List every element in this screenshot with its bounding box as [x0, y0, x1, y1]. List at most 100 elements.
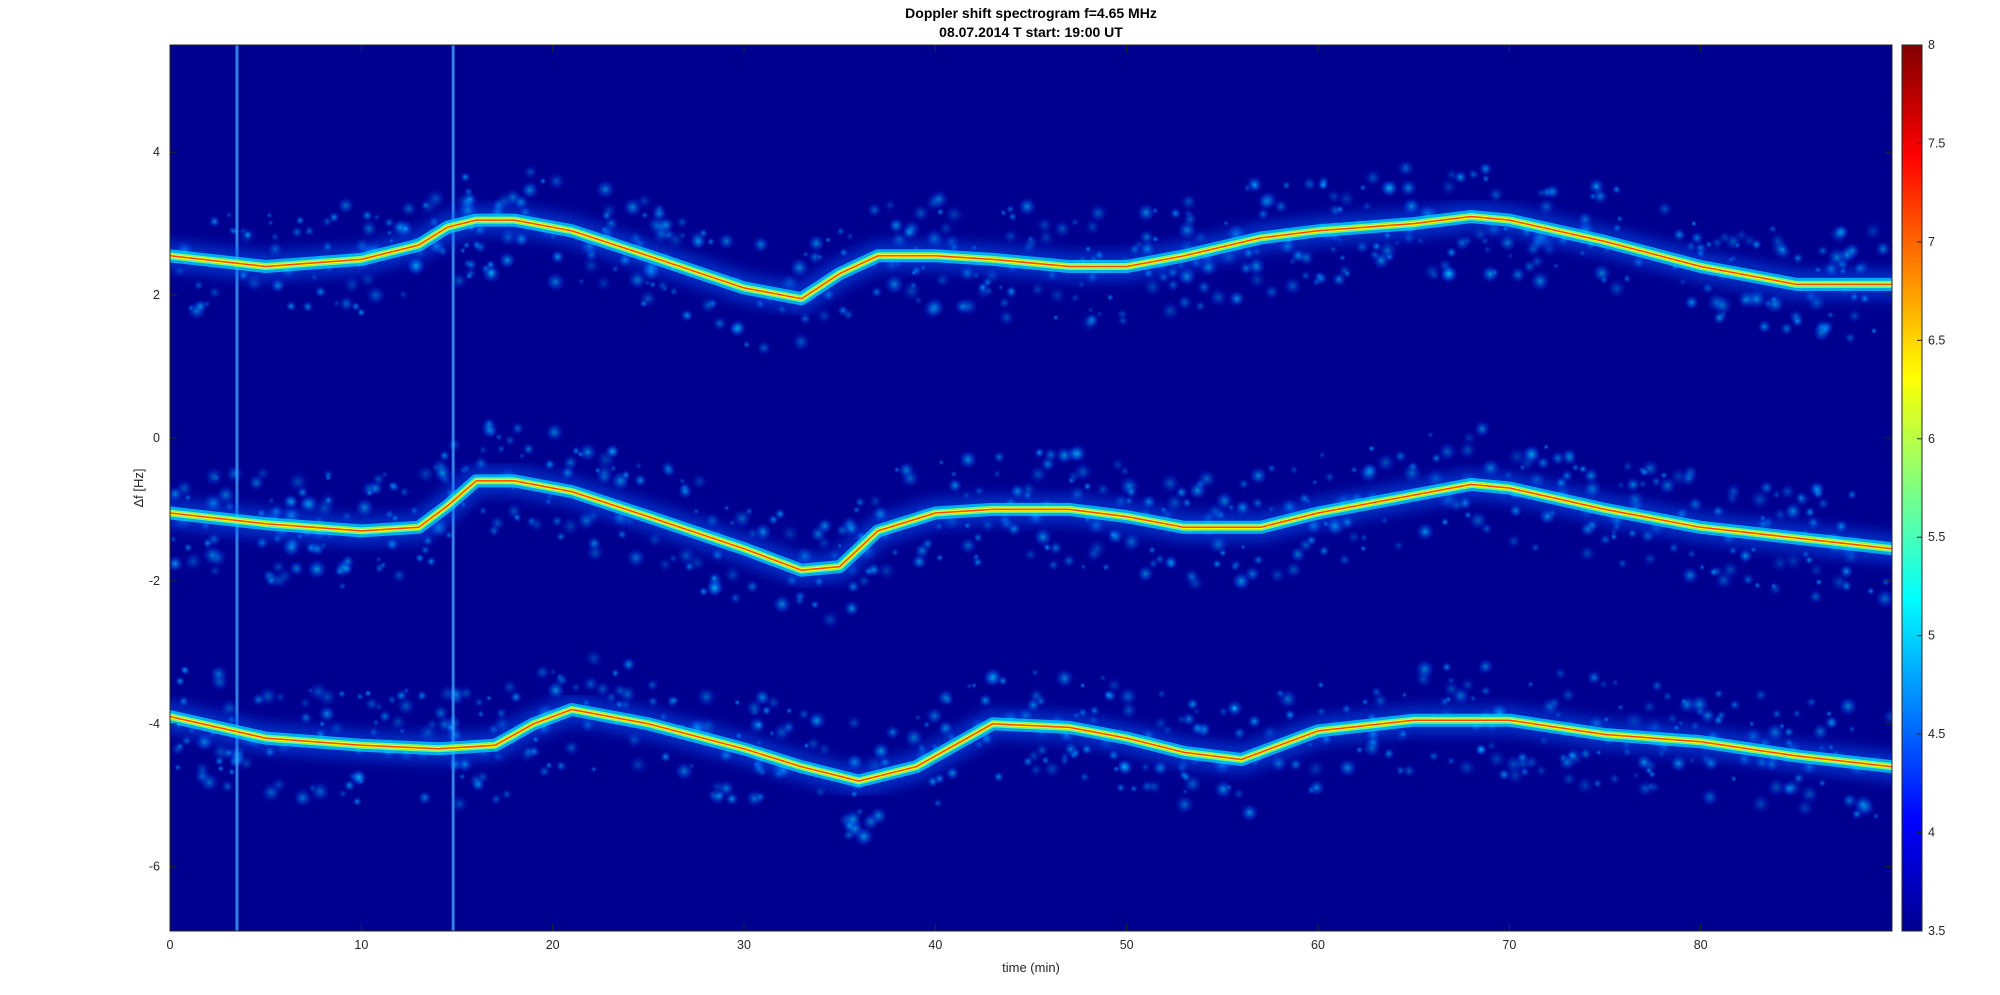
speckle [1583, 467, 1599, 484]
speckle [1753, 688, 1768, 702]
speckle [842, 308, 855, 321]
speckle [299, 697, 312, 709]
speckle [1037, 228, 1055, 247]
speckle [1829, 224, 1849, 243]
speckle [504, 435, 516, 446]
speckle [1268, 566, 1286, 584]
speckle [1096, 310, 1104, 318]
speckle [1457, 758, 1477, 777]
speckle [1622, 461, 1634, 472]
speckle [754, 720, 764, 730]
speckle [1319, 180, 1329, 190]
speckle [314, 285, 327, 298]
speckle [925, 707, 944, 725]
speckle [211, 742, 230, 761]
speckle [477, 710, 485, 718]
speckle [693, 508, 700, 515]
speckle [1451, 686, 1470, 705]
speckle [810, 600, 820, 610]
speckle [1817, 245, 1829, 257]
speckle [221, 780, 234, 793]
speckle [1175, 795, 1194, 814]
speckle [872, 742, 890, 761]
speckle [1783, 502, 1802, 521]
speckle [1257, 193, 1275, 211]
speckle [1080, 563, 1087, 570]
speckle [1598, 679, 1609, 690]
colorbar-axis: 8 7.5 7 6.5 6 5.5 5 4.5 4 3.5 [1917, 38, 1945, 938]
speckle [1440, 517, 1450, 527]
speckle [802, 250, 810, 258]
speckle [1791, 315, 1804, 328]
speckle [1703, 755, 1719, 771]
speckle [1180, 193, 1197, 210]
speckle [998, 309, 1015, 326]
speckle [1844, 332, 1857, 344]
speckle [1728, 546, 1738, 556]
speckle [1783, 777, 1803, 798]
speckle [1397, 159, 1415, 177]
speckle [1107, 528, 1124, 545]
speckle [1084, 245, 1092, 253]
speckle [1771, 489, 1782, 500]
plot-frame [169, 44, 1893, 932]
speckle [1176, 294, 1193, 311]
speckle [745, 579, 760, 594]
speckle [338, 789, 348, 799]
speckle [1289, 546, 1307, 563]
speckle [1550, 450, 1566, 466]
speckle [971, 682, 978, 689]
speckle [1524, 446, 1540, 462]
speckle [1680, 698, 1687, 705]
speckle [485, 259, 496, 270]
speckle [526, 516, 537, 527]
speckle [914, 713, 922, 721]
speckle [1194, 300, 1206, 312]
speckle [1779, 321, 1794, 336]
speckle [1217, 706, 1229, 717]
speckle [744, 506, 754, 516]
x-tick-label: 20 [546, 938, 560, 952]
speckle [935, 553, 944, 562]
speckle [584, 649, 603, 668]
speckle [527, 745, 541, 758]
trace-line [170, 215, 1892, 300]
speckle [1078, 280, 1085, 288]
colorbar-tick-label: 7 [1928, 235, 1935, 249]
speckle [180, 665, 191, 676]
speckle [1738, 548, 1753, 564]
speckle [1399, 179, 1418, 197]
speckle [576, 511, 596, 531]
chart-title: Doppler shift spectrogram f=4.65 MHz [905, 5, 1157, 21]
speckle [1006, 521, 1022, 537]
speckle [1765, 722, 1785, 742]
speckle [993, 469, 1002, 479]
speckle [1571, 463, 1580, 472]
y-axis: 4 2 0 -2 -4 -6 [149, 145, 1892, 874]
speckle [1848, 725, 1856, 733]
speckle [342, 563, 353, 574]
speckle [170, 555, 184, 572]
speckle [669, 287, 679, 296]
speckle [544, 458, 556, 471]
speckle [1651, 679, 1664, 692]
speckle [1234, 499, 1251, 516]
speckle [523, 165, 538, 180]
speckle [547, 172, 566, 190]
speckle [1866, 586, 1875, 596]
speckle [617, 529, 628, 540]
speckle [1428, 269, 1440, 281]
speckle [1783, 726, 1794, 738]
speckle [1156, 689, 1167, 699]
speckle [1243, 184, 1252, 193]
speckle [225, 211, 233, 219]
speckle [1870, 327, 1878, 335]
speckle [1043, 760, 1061, 779]
speckle [1177, 267, 1197, 286]
speckle [843, 600, 860, 617]
speckle [1160, 301, 1180, 321]
speckle [808, 713, 824, 729]
speckle [1575, 776, 1595, 795]
speckle [938, 220, 954, 237]
speckle [1177, 220, 1197, 240]
